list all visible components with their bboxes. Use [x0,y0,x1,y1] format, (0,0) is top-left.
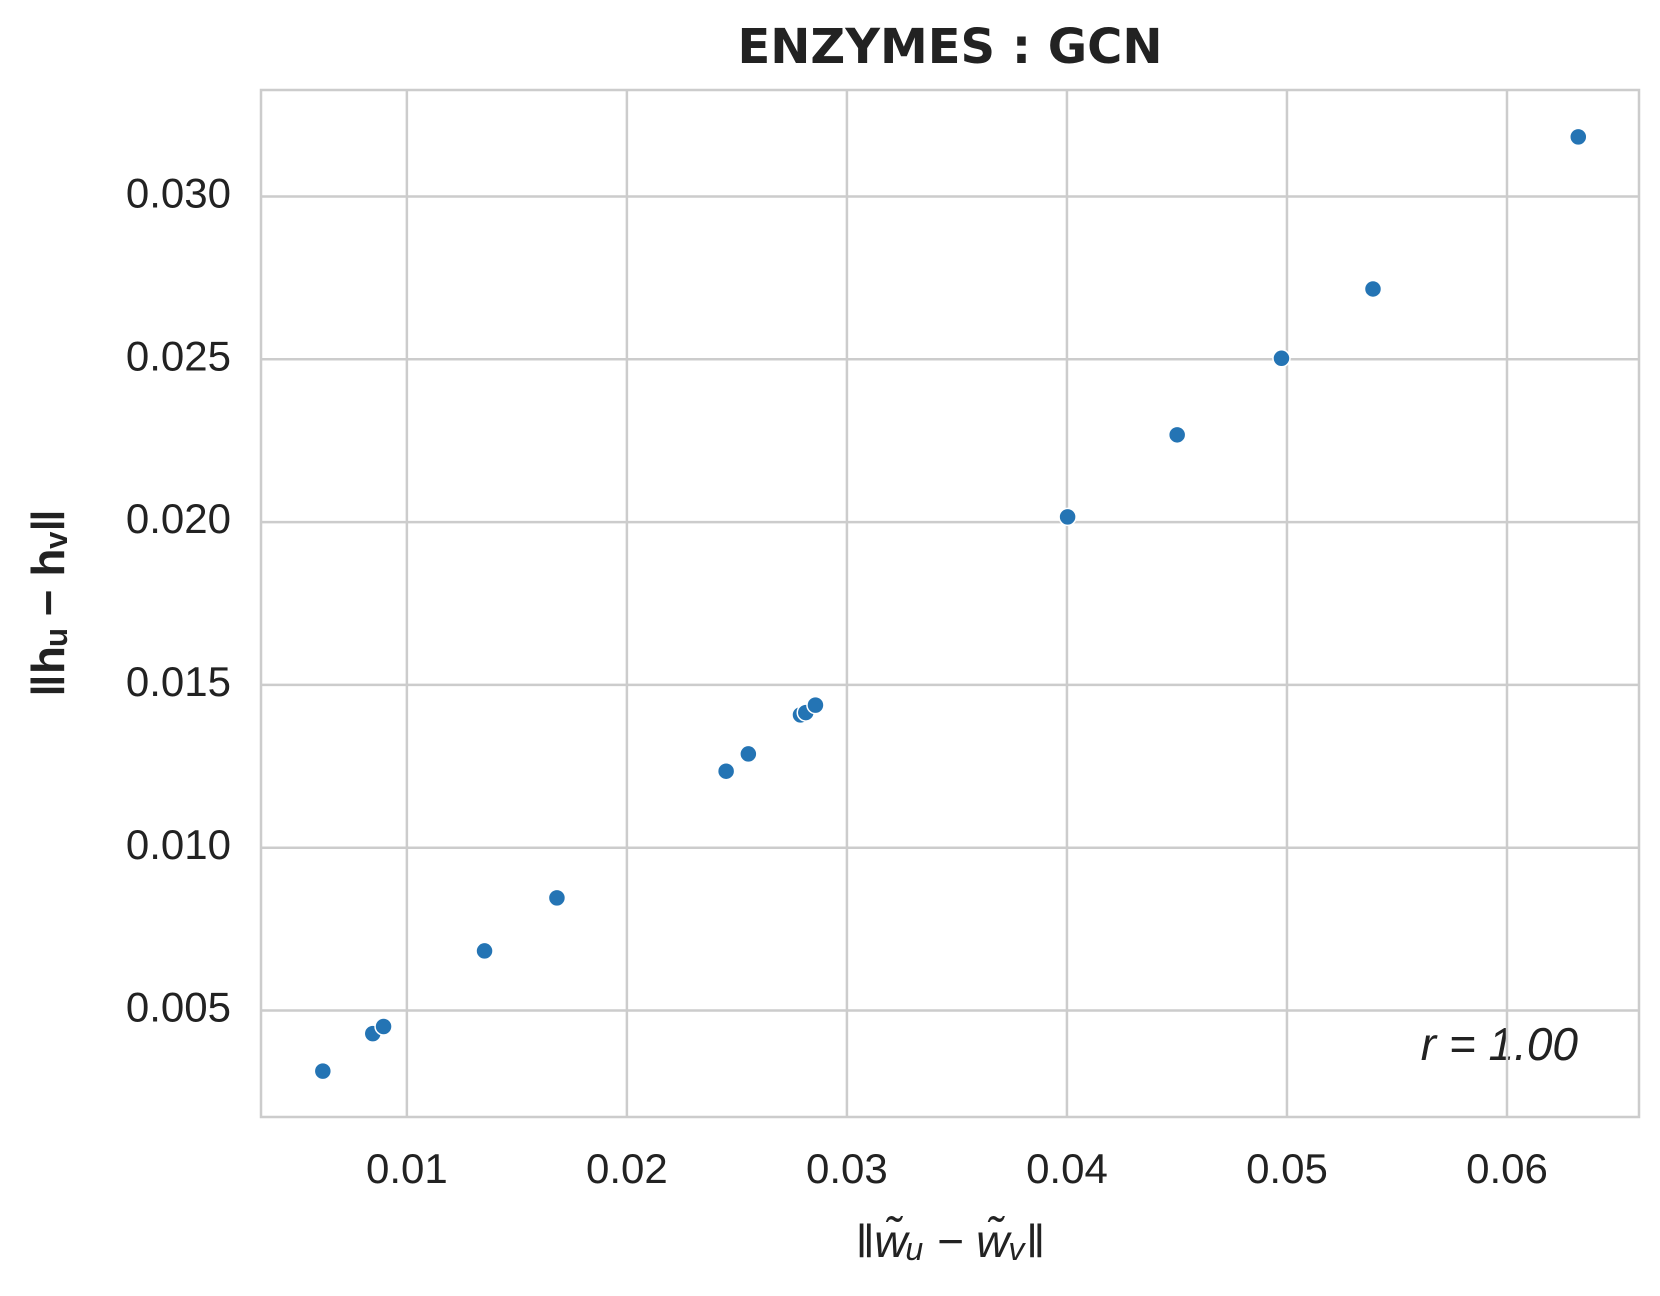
y-axis-label: ‖hᵤ − hᵥ‖ [22,509,74,697]
point [475,941,494,961]
x-axis-label: ‖w̃ᵤ − w̃ᵥ‖ [855,1215,1045,1267]
y-tick-label: 0.015 [126,658,231,705]
point [806,695,825,715]
x-tick-label: 0.01 [366,1145,448,1192]
y-tick-label: 0.025 [126,332,231,379]
annotation: r = 1.00 [1421,1018,1579,1070]
point [547,888,567,908]
y-tick-label: 0.010 [126,821,231,868]
point [313,1061,333,1081]
point [739,744,758,764]
point [716,761,736,781]
y-tick-label: 0.030 [126,170,231,217]
x-tick-label: 0.04 [1026,1145,1108,1192]
chart-title: ENZYMES : GCN [737,19,1162,75]
plot-frame [259,88,1641,1119]
x-tick-label: 0.03 [806,1145,888,1192]
point [1569,127,1588,147]
point [1363,279,1383,299]
x-tick-label: 0.02 [586,1145,668,1192]
y-tick-label: 0.005 [126,984,231,1031]
x-tick-label: 0.05 [1246,1145,1328,1192]
point [1058,507,1077,527]
point [374,1017,393,1036]
point [1167,425,1187,445]
y-tick-label: 0.020 [126,495,231,542]
x-tick-label: 0.06 [1466,1145,1548,1192]
point [1272,349,1291,368]
